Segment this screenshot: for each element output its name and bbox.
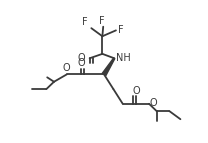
Text: F: F: [99, 16, 105, 26]
Text: F: F: [82, 17, 88, 27]
Polygon shape: [102, 58, 115, 75]
Text: O: O: [63, 63, 71, 73]
Text: O: O: [133, 86, 141, 96]
Text: O: O: [150, 98, 157, 108]
Text: O: O: [78, 52, 85, 62]
Text: O: O: [77, 58, 85, 68]
Text: NH: NH: [116, 53, 131, 63]
Text: F: F: [118, 25, 124, 35]
